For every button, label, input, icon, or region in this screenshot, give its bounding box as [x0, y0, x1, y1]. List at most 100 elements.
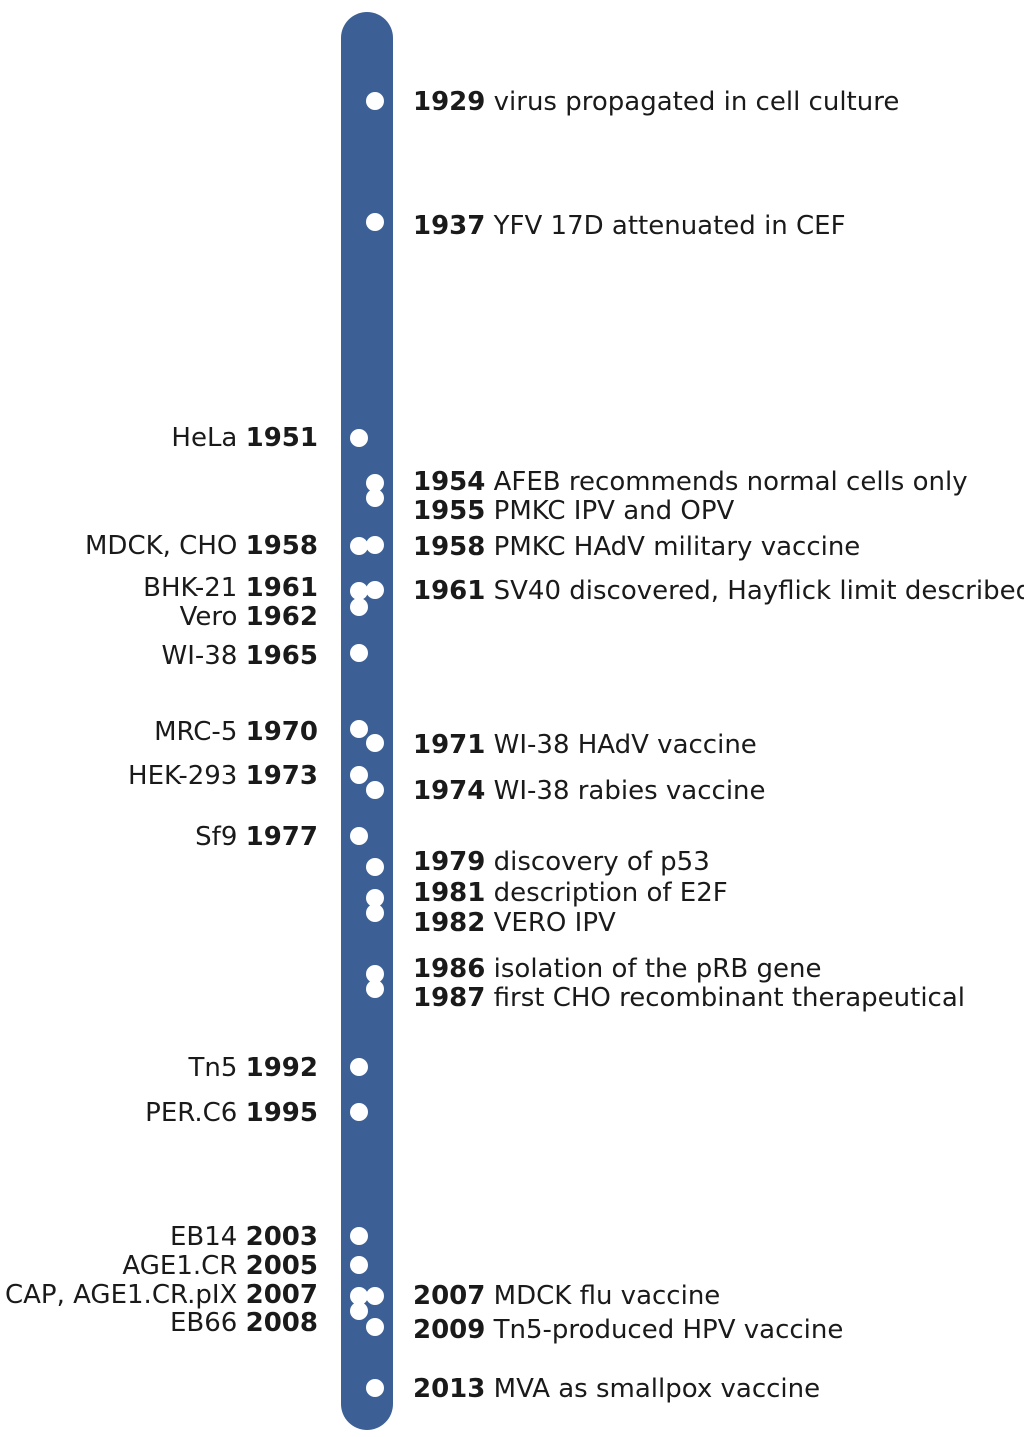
event-dot	[366, 781, 384, 799]
cell-line-label: MRC-5 1970	[154, 717, 318, 747]
cell-line-year: 2008	[245, 1308, 318, 1338]
event-dot	[366, 889, 384, 907]
cell-line-dot	[350, 720, 368, 738]
event-year: 1981	[413, 878, 486, 908]
cell-line-name: MRC-5	[154, 717, 238, 747]
cell-line-label: HEK-293 1973	[128, 761, 318, 791]
event-label: 1987 first CHO recombinant therapeutical	[413, 983, 965, 1013]
cell-line-name: WI-38	[161, 641, 238, 671]
event-year: 2009	[413, 1315, 486, 1345]
event-dot	[366, 1379, 384, 1397]
event-label: 1958 PMKC HAdV military vaccine	[413, 532, 860, 562]
event-year: 1955	[413, 496, 486, 526]
event-label: 1954 AFEB recommends normal cells only	[413, 467, 968, 497]
cell-line-dot	[350, 1256, 368, 1274]
event-year: 1982	[413, 908, 486, 938]
event-dot	[366, 980, 384, 998]
event-text: first CHO recombinant therapeutical	[493, 983, 966, 1013]
cell-line-year: 1958	[245, 531, 318, 561]
cell-line-label: HeLa 1951	[171, 423, 318, 453]
event-label: 1955 PMKC IPV and OPV	[413, 496, 734, 526]
event-text: MDCK flu vaccine	[493, 1281, 721, 1311]
event-dot	[366, 858, 384, 876]
event-year: 1979	[413, 847, 486, 877]
event-text: discovery of p53	[493, 847, 710, 877]
cell-line-dot	[350, 1103, 368, 1121]
cell-line-name: AGE1.CR	[122, 1251, 238, 1281]
event-text: WI-38 rabies vaccine	[493, 776, 766, 806]
event-label: 1982 VERO IPV	[413, 908, 616, 938]
event-year: 1974	[413, 776, 486, 806]
cell-line-year: 1965	[245, 641, 318, 671]
cell-line-year: 1961	[245, 573, 318, 603]
event-text: PMKC HAdV military vaccine	[493, 532, 861, 562]
cell-line-label: EB14 2003	[170, 1222, 318, 1252]
cell-line-name: HeLa	[171, 423, 238, 453]
event-label: 1937 YFV 17D attenuated in CEF	[413, 211, 846, 241]
event-dot	[366, 904, 384, 922]
cell-line-year: 1962	[245, 602, 318, 632]
event-dot	[366, 536, 384, 554]
cell-line-year: 1951	[245, 423, 318, 453]
event-label: 2013 MVA as smallpox vaccine	[413, 1374, 820, 1404]
event-dot	[366, 213, 384, 231]
event-text: MVA as smallpox vaccine	[493, 1374, 821, 1404]
event-text: Tn5-produced HPV vaccine	[493, 1315, 844, 1345]
cell-line-label: Vero 1962	[180, 602, 318, 632]
event-text: description of E2F	[493, 878, 728, 908]
cell-line-label: Tn5 1992	[188, 1053, 318, 1083]
cell-line-dot	[350, 598, 368, 616]
cell-line-name: Tn5	[188, 1053, 238, 1083]
event-label: 1979 discovery of p53	[413, 847, 710, 877]
cell-line-year: 2003	[245, 1222, 318, 1252]
event-text: AFEB recommends normal cells only	[493, 467, 968, 497]
cell-line-name: BHK-21	[143, 573, 238, 603]
cell-line-name: PER.C6	[145, 1098, 238, 1128]
cell-line-dot	[350, 1302, 368, 1320]
cell-line-name: EB66	[170, 1308, 238, 1338]
cell-line-label: Sf9 1977	[195, 822, 318, 852]
cell-line-label: AGE1.CR 2005	[122, 1251, 318, 1281]
event-year: 1958	[413, 532, 486, 562]
cell-line-label: MDCK, CHO 1958	[85, 531, 318, 561]
cell-line-year: 2007	[245, 1280, 318, 1310]
event-year: 1987	[413, 983, 486, 1013]
event-text: WI-38 HAdV vaccine	[493, 730, 757, 760]
cell-line-label: PER.C6 1995	[145, 1098, 318, 1128]
event-dot	[366, 581, 384, 599]
cell-line-name: Vero	[179, 602, 238, 632]
event-label: 1974 WI-38 rabies vaccine	[413, 776, 766, 806]
event-year: 1937	[413, 211, 486, 241]
cell-line-dot	[350, 537, 368, 555]
event-text: isolation of the pRB gene	[493, 954, 822, 984]
event-dot	[366, 1318, 384, 1336]
cell-line-name: EB14	[170, 1222, 238, 1252]
event-year: 1929	[413, 87, 486, 117]
event-dot	[366, 965, 384, 983]
cell-line-label: CAP, AGE1.CR.pIX 2007	[5, 1280, 318, 1310]
event-dot	[366, 734, 384, 752]
event-year: 1961	[413, 576, 486, 606]
cell-line-dot	[350, 582, 368, 600]
event-text: VERO IPV	[493, 908, 616, 938]
event-text: SV40 discovered, Hayflick limit describe…	[493, 576, 1024, 606]
cell-line-dot	[350, 1058, 368, 1076]
cell-line-name: Sf9	[195, 822, 238, 852]
cell-line-year: 1992	[245, 1053, 318, 1083]
cell-line-label: EB66 2008	[170, 1308, 318, 1338]
event-year: 2007	[413, 1281, 486, 1311]
cell-line-year: 1973	[245, 761, 318, 791]
event-text: virus propagated in cell culture	[493, 87, 900, 117]
event-text: PMKC IPV and OPV	[493, 496, 735, 526]
cell-line-label: WI-38 1965	[162, 641, 318, 671]
event-year: 1986	[413, 954, 486, 984]
event-year: 1971	[413, 730, 486, 760]
event-dot	[366, 92, 384, 110]
cell-line-name: MDCK, CHO	[85, 531, 238, 561]
event-dot	[366, 1287, 384, 1305]
cell-line-name: HEK-293	[128, 761, 238, 791]
cell-line-year: 1977	[245, 822, 318, 852]
event-dot	[366, 489, 384, 507]
